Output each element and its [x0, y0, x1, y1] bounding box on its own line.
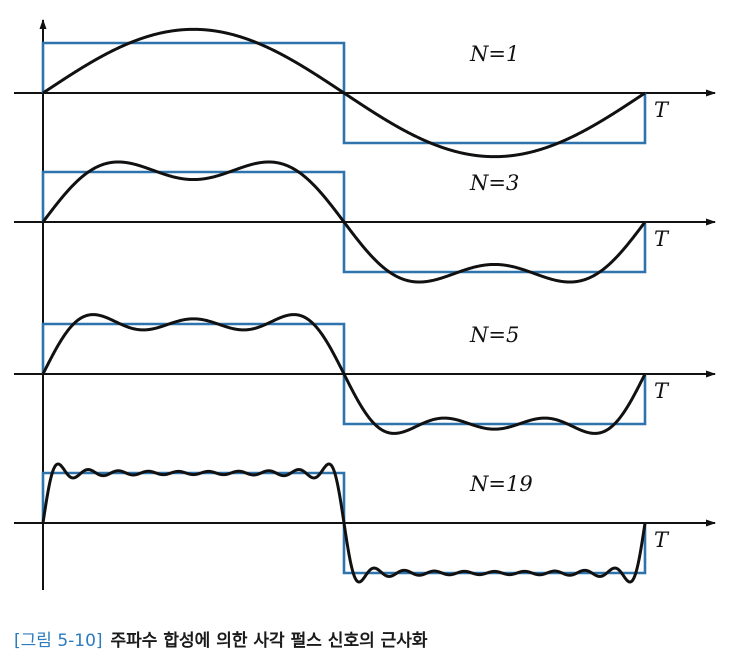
figure-caption: [그림 5-10] 주파수 합성에 의한 사각 펄스 신호의 근사화 — [14, 626, 428, 651]
caption-number: [그림 5-10] — [14, 631, 103, 651]
figure: N=1 T N=3 T N=5 T N=19 T — [14, 19, 716, 590]
fourier-approximation — [41, 462, 647, 584]
harmonics-label: N=5 — [469, 323, 519, 347]
panel-n-5: N=5 T — [14, 313, 716, 435]
harmonics-label: N=3 — [469, 171, 519, 195]
period-label: T — [654, 528, 670, 552]
period-label: T — [654, 227, 670, 251]
fourier-approximation — [41, 160, 647, 284]
caption-text: 주파수 합성에 의한 사각 펄스 신호의 근사화 — [110, 631, 428, 651]
harmonics-label: N=1 — [469, 42, 519, 66]
period-label: T — [654, 379, 670, 403]
harmonics-label: N=19 — [469, 472, 533, 496]
panel-n-3: N=3 T — [14, 160, 716, 284]
fourier-approximation — [41, 313, 647, 435]
fourier-approximation — [42, 27, 646, 159]
panel-n-1: N=1 T — [14, 27, 716, 159]
panel-n-19: N=19 T — [14, 462, 716, 584]
period-label: T — [654, 98, 670, 122]
